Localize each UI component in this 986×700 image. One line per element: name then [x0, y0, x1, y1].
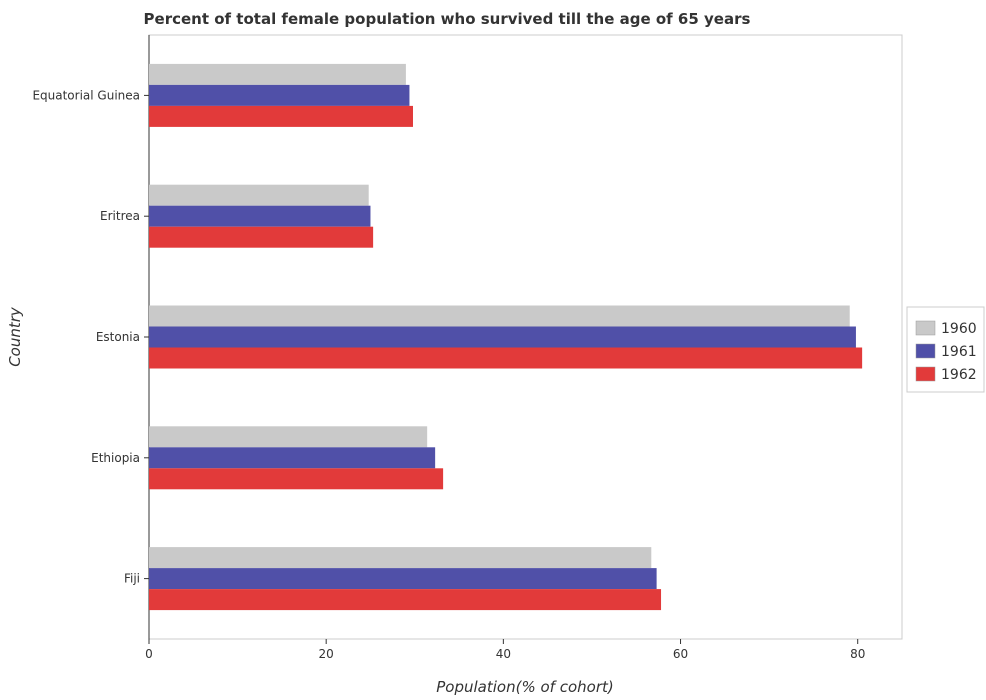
bar-1961 [149, 568, 657, 590]
x-tick-label: 80 [850, 647, 865, 661]
bar-1961 [149, 84, 410, 106]
bar-1961 [149, 447, 436, 469]
x-tick-label: 40 [496, 647, 511, 661]
bar-1960 [149, 184, 369, 206]
y-tick-label: Ethiopia [91, 451, 140, 465]
x-tick-label: 0 [145, 647, 153, 661]
bar-1962 [149, 347, 863, 369]
y-axis-label: Country [6, 306, 24, 367]
bar-1960 [149, 305, 850, 327]
legend-swatch-1962 [915, 366, 936, 382]
bar-1962 [149, 589, 662, 611]
y-tick-label: Estonia [96, 330, 140, 344]
legend-swatch-1961 [915, 343, 936, 359]
bar-1962 [149, 105, 413, 127]
plot-area: 0 20 40 60 80 Equatorial Guinea Eritrea Estonia… [32, 34, 903, 661]
bar-1962 [149, 468, 444, 490]
x-tick-label: 20 [319, 647, 334, 661]
legend-label-1960: 1960 [941, 321, 977, 337]
bar-1961 [149, 326, 856, 348]
bar-1960 [149, 426, 428, 448]
legend-swatch-1960 [915, 320, 936, 336]
bar-1960 [149, 63, 406, 85]
x-axis-label: Population(% of cohort) [436, 678, 613, 696]
bar-1961 [149, 205, 371, 227]
x-tick-label: 60 [673, 647, 688, 661]
y-tick-label: Equatorial Guinea [32, 88, 140, 102]
y-tick-label: Eritrea [100, 209, 140, 223]
bar-1960 [149, 547, 652, 569]
legend: 1960 1961 1962 [906, 306, 985, 393]
chart-title: Percent of total female population who s… [144, 10, 751, 28]
y-tick-label: Fiji [124, 572, 140, 586]
legend-label-1962: 1962 [941, 367, 977, 383]
legend-label-1961: 1961 [941, 344, 977, 360]
bar-1962 [149, 226, 374, 248]
